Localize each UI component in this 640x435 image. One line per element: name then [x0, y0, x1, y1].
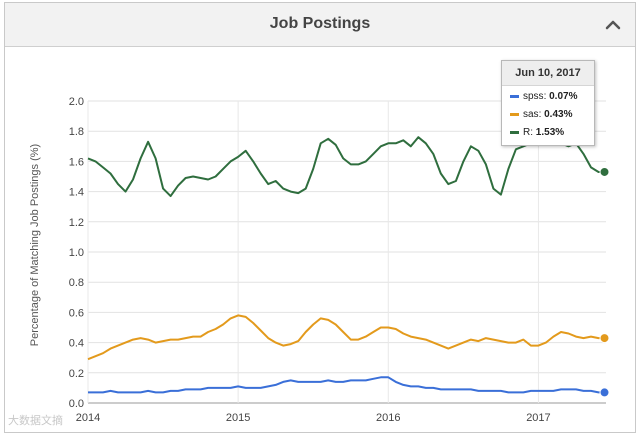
y-tick-label: 0.0: [69, 398, 84, 410]
y-tick-label: 0.4: [69, 338, 84, 350]
tooltip-series-value: 0.43%: [544, 109, 573, 120]
tooltip-series-value: 0.07%: [549, 91, 578, 102]
y-tick-label: 1.8: [69, 126, 84, 138]
tooltip-row-sas: sas: 0.43%: [510, 109, 572, 120]
x-tick-label: 2017: [526, 412, 550, 424]
tooltip-series-name: R: [523, 127, 531, 138]
series-end-marker-spss[interactable]: [599, 387, 610, 398]
series-lines: [87, 136, 605, 394]
series-end-marker-r[interactable]: [599, 166, 610, 177]
tooltip-row-spss: spss: 0.07%: [510, 91, 577, 102]
y-tick-label: 1.6: [69, 156, 84, 168]
tooltip-series-value: 1.53%: [535, 127, 565, 138]
grid-lines: [87, 100, 606, 404]
tooltip-row-r: R: 1.53%: [510, 127, 564, 138]
y-tick-label: 2.0: [69, 96, 84, 108]
series-end-marker-sas[interactable]: [599, 333, 610, 344]
x-tick-label: 2014: [76, 412, 100, 424]
series-line-sas: [87, 314, 605, 361]
x-tick-label: 2016: [376, 412, 400, 424]
series-end-markers: [599, 166, 610, 398]
chart-tooltip: Jun 10, 2017 spss: 0.07% sas: 0.43% R: 1…: [501, 60, 595, 146]
tooltip-series-name: spss: [523, 91, 544, 102]
y-tick-label: 0.8: [69, 277, 84, 289]
tooltip-series-name: sas: [523, 109, 539, 120]
y-axis-title: Percentage of Matching Job Postings (%): [29, 144, 41, 346]
tooltip-date: Jun 10, 2017: [502, 61, 594, 86]
y-tick-label: 0.6: [69, 307, 84, 319]
panel-header: Job Postings: [5, 3, 635, 47]
chevron-up-icon[interactable]: [601, 13, 625, 37]
y-tick-label: 1.4: [69, 187, 84, 199]
y-tick-labels: 0.0 0.2 0.4 0.6 0.8 1.0 1.2 1.4 1.6 1.8 2.0: [69, 96, 84, 410]
r-swatch: [510, 130, 519, 134]
x-tick-labels: 2014 2015 2016 2017: [76, 412, 551, 424]
spss-swatch: [510, 94, 519, 98]
series-line-spss: [88, 376, 605, 394]
watermark: 大数据文摘: [8, 415, 63, 427]
x-tick-label: 2015: [226, 412, 250, 424]
y-tick-label: 0.2: [69, 368, 84, 380]
y-tick-label: 1.0: [69, 247, 84, 259]
panel-title: Job Postings: [269, 15, 371, 32]
y-tick-label: 1.2: [69, 217, 84, 229]
series-line-r: [87, 136, 605, 198]
sas-swatch: [510, 112, 519, 116]
